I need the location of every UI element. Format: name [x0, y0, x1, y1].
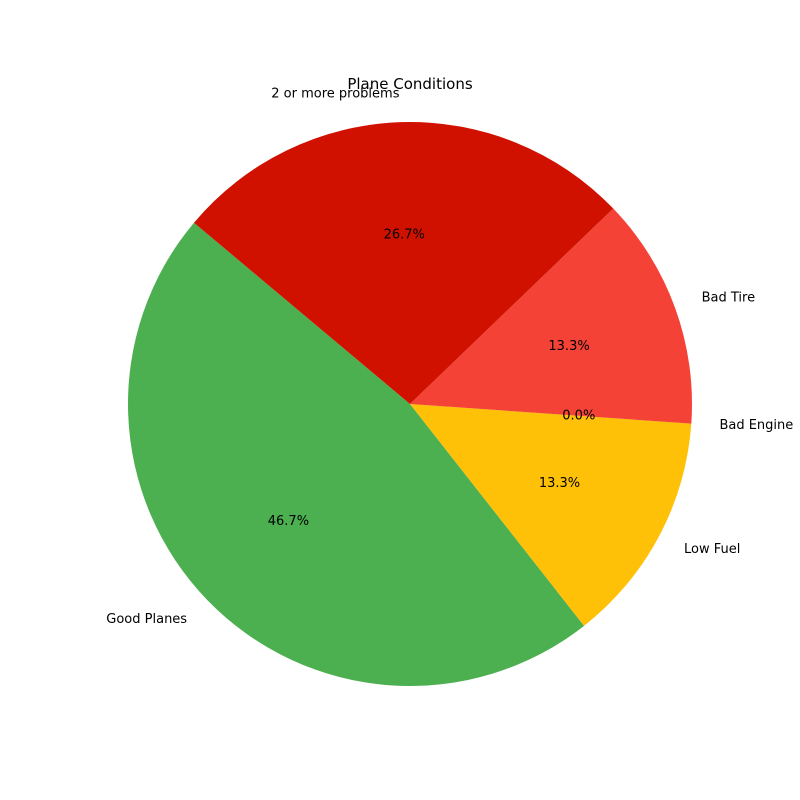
slice-label-good-planes: Good Planes	[106, 612, 187, 627]
chart-title: Plane Conditions	[347, 75, 472, 93]
slice-label-2-or-more-problems: 2 or more problems	[271, 86, 399, 101]
slice-label-bad-engine: Bad Engine	[719, 418, 793, 433]
slice-label-bad-tire: Bad Tire	[702, 291, 755, 306]
slice-percent-good-planes: 46.7%	[268, 514, 309, 529]
slice-percent-low-fuel: 13.3%	[539, 476, 580, 491]
slice-percent-2-or-more-problems: 26.7%	[384, 227, 425, 242]
pie-labels: Good Planes 46.7% Low Fuel 13.3% Bad Engine 0…	[106, 86, 793, 627]
pie-slice-2-or-more-problems	[193, 122, 614, 405]
pie-slice-good-planes	[127, 222, 585, 686]
pie-slice-bad-tire	[410, 208, 692, 424]
slice-percent-bad-engine: 0.0%	[562, 408, 595, 423]
slice-label-low-fuel: Low Fuel	[684, 542, 740, 557]
pie-slices	[127, 122, 692, 686]
pie-slice-low-fuel	[410, 404, 692, 626]
slice-percent-bad-tire: 13.3%	[548, 339, 589, 354]
